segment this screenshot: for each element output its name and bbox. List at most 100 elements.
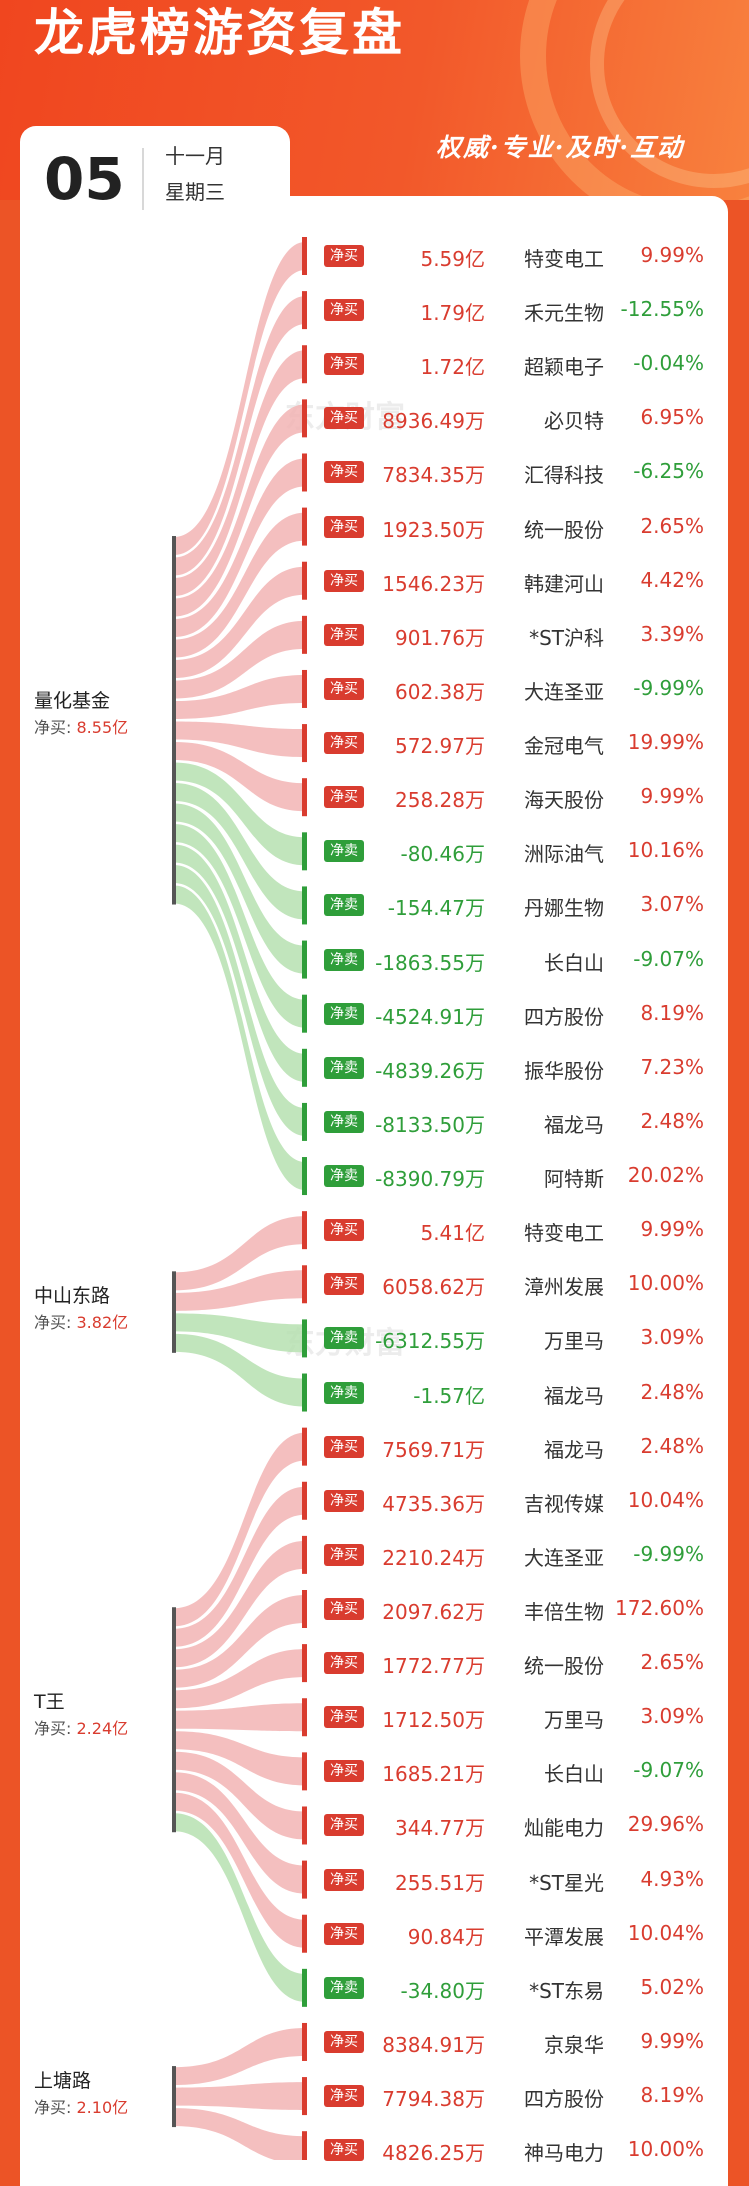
stock-name: 洲际油气	[524, 842, 604, 867]
flow-band-sell	[174, 1333, 305, 1407]
trade-badge-buy: 净买	[324, 515, 364, 538]
trade-badge-buy: 净买	[324, 2139, 364, 2162]
trade-badge-buy: 净买	[324, 623, 364, 646]
flow-band-sell	[174, 865, 305, 1136]
flow-band-buy	[174, 1270, 305, 1311]
stock-name: 特变电工	[524, 247, 604, 271]
flow-end-marker	[302, 1048, 307, 1087]
flow-band-buy	[174, 721, 305, 758]
price-change: 3.39%	[640, 621, 704, 646]
flow-band-buy	[174, 512, 305, 658]
price-change: 172.60%	[615, 1596, 704, 1620]
trade-badge-buy: 净买	[324, 407, 364, 430]
trade-badge-buy: 净买	[324, 245, 364, 267]
stock-name: 灿能电力	[524, 1816, 604, 1841]
flow-band-sell	[174, 762, 305, 866]
trade-amount: -6312.55万	[375, 1329, 485, 1354]
flow-end-marker	[302, 1319, 307, 1358]
trade-amount: 7794.38万	[382, 2087, 485, 2112]
price-change: 6.95%	[640, 405, 704, 430]
trade-amount: 2210.24万	[382, 1545, 485, 1570]
page-title: 龙虎榜游资复盘	[34, 4, 405, 62]
stock-name: 福龙马	[544, 1112, 604, 1137]
stock-name: *ST星光	[529, 1870, 604, 1895]
stock-name: *ST沪科	[529, 625, 604, 650]
price-change: -0.04%	[633, 351, 704, 376]
price-change: 9.99%	[640, 243, 704, 267]
seat-net-value: 2.24亿	[71, 1719, 129, 1739]
flow-band-buy	[174, 620, 305, 699]
trade-amount: -4839.26万	[375, 1058, 485, 1083]
flow-band-sell	[174, 803, 305, 974]
trade-amount: 1923.50万	[382, 517, 485, 542]
trade-badge-buy: 净买	[324, 1598, 364, 1620]
trade-amount: 344.77万	[395, 1816, 485, 1841]
trade-badge-buy: 净买	[324, 1922, 364, 1945]
flow-end-marker	[302, 1644, 307, 1683]
stock-name: 万里马	[544, 1708, 604, 1733]
price-change: 19.99%	[627, 730, 704, 755]
stock-name: 阿特斯	[544, 1167, 604, 1192]
stock-name: 福龙马	[544, 1437, 604, 1462]
trade-badge-sell: 净卖	[324, 894, 364, 917]
date-divider	[142, 148, 144, 210]
flow-band-sell	[174, 783, 305, 920]
stock-name: 四方股份	[524, 1004, 604, 1029]
seat-net-buy: 净买: 3.82亿	[34, 1309, 128, 1333]
trade-badge-sell: 净卖	[324, 1165, 364, 1188]
price-change: 2.48%	[640, 1108, 704, 1133]
stock-name: 必贝特	[544, 409, 604, 434]
flow-end-marker	[302, 291, 307, 330]
price-change: 20.02%	[627, 1163, 704, 1188]
flow-end-marker	[302, 1968, 307, 2007]
stock-name: 四方股份	[524, 2087, 604, 2112]
price-change: -12.55%	[620, 297, 704, 322]
price-change: -9.07%	[633, 1758, 704, 1783]
trade-amount: 255.51万	[395, 1870, 485, 1895]
trade-amount: 2097.62万	[382, 1600, 485, 1624]
flow-band-buy	[174, 1486, 305, 1647]
flow-band-buy	[174, 1772, 305, 1894]
trade-amount: -1.57亿	[413, 1383, 485, 1408]
flow-end-marker	[302, 724, 307, 763]
price-change: 10.00%	[627, 1271, 704, 1296]
flow-end-marker	[302, 615, 307, 654]
trade-badge-buy: 净买	[324, 2030, 364, 2053]
stock-name: 振华股份	[524, 1058, 604, 1083]
trade-amount: 1546.23万	[382, 571, 485, 596]
trade-badge-sell: 净卖	[324, 1381, 364, 1404]
seat-name: 上塘路	[34, 2070, 92, 2093]
trade-amount: 5.59亿	[420, 247, 485, 271]
trade-badge-buy: 净买	[324, 1814, 364, 1837]
trade-amount: 8936.49万	[382, 409, 485, 434]
trade-badge-buy: 净买	[324, 1489, 364, 1512]
flow-end-marker	[302, 1211, 307, 1250]
seat-bar	[172, 2066, 176, 2128]
flow-end-marker	[302, 1752, 307, 1791]
trade-amount: 901.76万	[395, 625, 485, 650]
flow-band-buy	[174, 1703, 305, 1732]
price-change: 29.96%	[627, 1812, 704, 1837]
trade-badge-buy: 净买	[324, 1868, 364, 1891]
slogan: 权威·专业·及时·互动	[436, 133, 685, 162]
trade-amount: 572.97万	[395, 734, 485, 759]
trade-amount: -8390.79万	[375, 1167, 485, 1192]
flow-end-marker	[302, 561, 307, 600]
flow-band-buy	[174, 742, 305, 812]
price-change: 4.42%	[640, 567, 704, 592]
seat-bar	[172, 1271, 176, 1353]
flow-end-marker	[302, 1265, 307, 1304]
trade-badge-sell: 净卖	[324, 1056, 364, 1079]
trade-amount: -4524.91万	[375, 1004, 485, 1029]
seat-bar	[172, 1607, 176, 1833]
flow-end-marker	[302, 1698, 307, 1737]
flow-band-buy	[174, 566, 305, 679]
flow-band-buy	[174, 242, 305, 556]
trade-badge-sell: 净卖	[324, 948, 364, 971]
seat-net-buy: 净买: 2.10亿	[34, 2094, 128, 2118]
trade-badge-buy: 净买	[324, 299, 364, 322]
trade-amount: 1772.77万	[382, 1654, 485, 1679]
flow-end-marker	[302, 2077, 307, 2116]
stock-name: 海天股份	[524, 788, 604, 813]
price-change: 9.99%	[640, 784, 704, 809]
